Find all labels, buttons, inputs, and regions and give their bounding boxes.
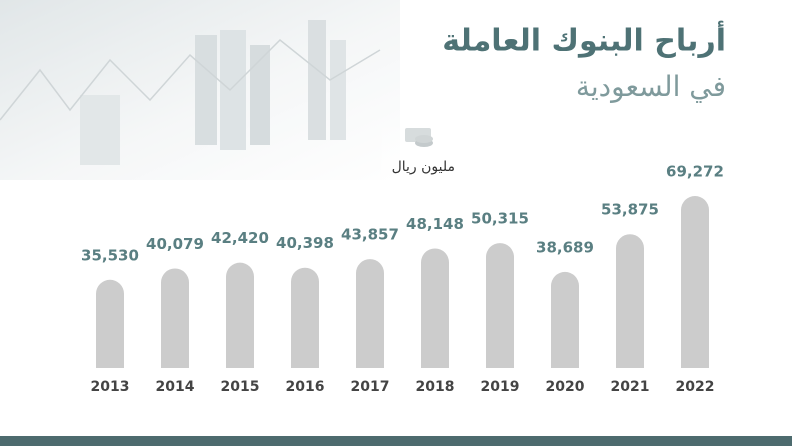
bar [356, 259, 384, 368]
x-tick-label: 2016 [286, 379, 325, 395]
bar [681, 196, 709, 368]
value-label: 35,530 [81, 246, 139, 264]
money-icon [405, 128, 433, 147]
x-tick-label: 2013 [91, 379, 130, 395]
value-label: 40,079 [146, 235, 204, 253]
x-tick-label: 2015 [221, 379, 260, 395]
chart-subtitle: في السعودية [576, 70, 726, 103]
value-label: 40,398 [276, 234, 334, 252]
x-tick-label: 2014 [156, 379, 195, 395]
chart-title: أرباح البنوك العاملة [442, 21, 726, 59]
value-label: 53,875 [601, 201, 659, 219]
bar [96, 279, 125, 368]
x-tick-label: 2020 [546, 379, 585, 395]
value-label: 69,272 [666, 163, 724, 181]
bar [291, 267, 319, 368]
value-label: 38,689 [536, 238, 594, 256]
value-label: 48,148 [406, 215, 464, 233]
bar [551, 271, 579, 368]
value-label: 50,315 [471, 210, 529, 228]
unit-label: مليون ريال [392, 159, 455, 175]
x-tick-label: 2018 [416, 379, 455, 395]
bar [421, 248, 449, 368]
bar [616, 234, 644, 368]
footer-bar [0, 436, 792, 446]
city-decoration [0, 0, 400, 180]
bar [161, 268, 190, 368]
x-tick-label: 2022 [676, 379, 715, 395]
x-tick-label: 2021 [611, 379, 650, 395]
bar [226, 262, 254, 368]
bar [486, 243, 514, 368]
x-tick-label: 2017 [351, 379, 390, 395]
x-tick-label: 2019 [481, 379, 520, 395]
value-label: 42,420 [211, 229, 269, 247]
value-label: 43,857 [341, 226, 399, 244]
